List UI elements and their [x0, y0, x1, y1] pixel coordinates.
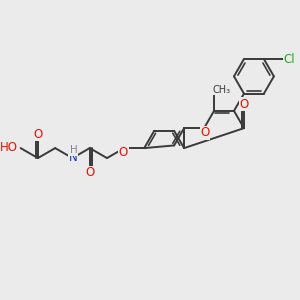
- Text: O: O: [200, 126, 210, 140]
- Text: O: O: [33, 128, 43, 141]
- Text: Cl: Cl: [284, 52, 296, 66]
- Text: H: H: [70, 146, 77, 155]
- Text: O: O: [85, 166, 94, 179]
- Text: N: N: [69, 151, 78, 164]
- Text: O: O: [239, 98, 249, 111]
- Text: O: O: [119, 146, 128, 159]
- Text: CH₃: CH₃: [213, 85, 231, 95]
- Text: HO: HO: [0, 141, 18, 154]
